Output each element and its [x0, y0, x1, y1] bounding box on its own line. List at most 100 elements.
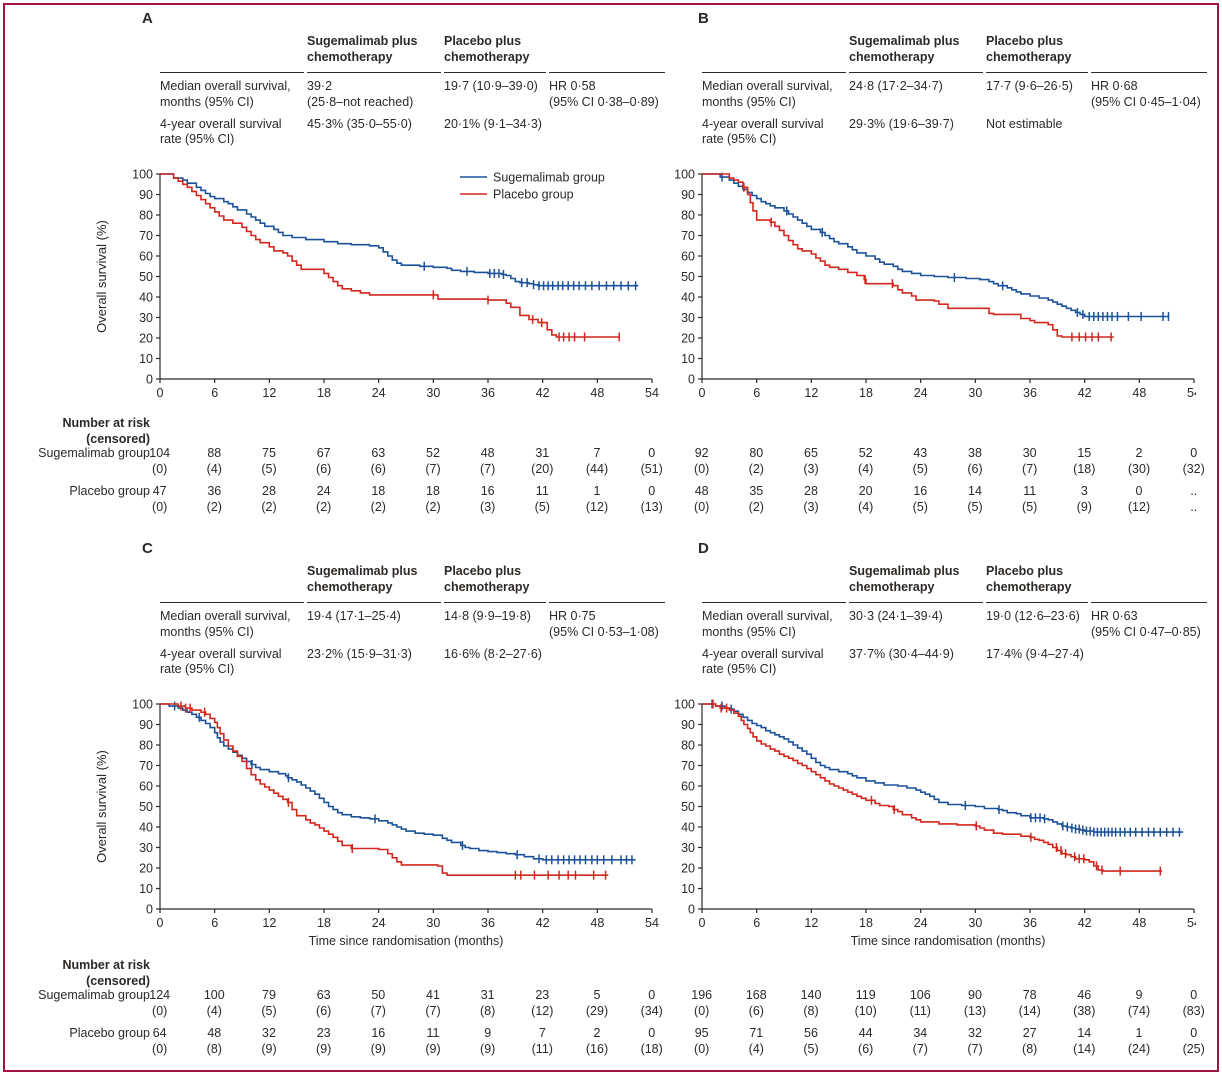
risk-censored-value: (6): [967, 462, 983, 476]
x-tick-label: 42: [536, 916, 550, 930]
y-tick-label: 80: [681, 738, 695, 752]
risk-group-label: Placebo group: [69, 484, 150, 498]
risk-at_risk-value: 0: [648, 988, 656, 1002]
risk-censored-value: (5): [803, 1042, 819, 1056]
stats-header-placebo: Placebo plus chemotherapy: [986, 564, 1088, 603]
stats-header-sugemalimab: Sugemalimab plus chemotherapy: [849, 34, 983, 73]
risk-at_risk-value: 28: [262, 484, 276, 498]
risk-at_risk-value: 106: [909, 988, 931, 1002]
risk-at_risk-value: 11: [1023, 484, 1037, 498]
risk-at_risk-value: 2: [1135, 446, 1143, 460]
x-tick-label: 54: [645, 386, 659, 400]
panel-row-top: A Sugemalimab plus chemotherapy Placebo …: [0, 6, 1222, 402]
risk-group-label: Placebo group: [69, 1026, 150, 1040]
x-tick-label: 42: [536, 386, 550, 400]
stats-header-placebo: Placebo plus chemotherapy: [444, 564, 546, 603]
risk-at_risk-value: 7: [593, 446, 601, 460]
risk-at_risk-value: 67: [316, 446, 331, 460]
median-sugemalimab-A: 39·2 (25·8–not reached): [307, 73, 441, 111]
risk-at_risk-value: 1: [593, 484, 601, 498]
stats-table-C: Sugemalimab plus chemotherapy Placebo pl…: [160, 564, 665, 678]
stats-table-A: Sugemalimab plus chemotherapy Placebo pl…: [160, 34, 665, 148]
risk-at_risk-value: 14: [1077, 1026, 1092, 1040]
stats-header-placebo: Placebo plus chemotherapy: [444, 34, 546, 73]
stat-line: (95% CI 0·38–0·89): [549, 94, 659, 109]
stats-row-label-median: Median overall survival, months (95% CI): [702, 79, 833, 109]
risk-at_risk-value: 5: [593, 988, 601, 1002]
risk-row-sugemalimab-censored: (0) (4) (5) (6) (7) (7) (8) (12) (29) (34) (0) (6) (…: [0, 1004, 1222, 1020]
risk-censored-value: (2): [748, 462, 764, 476]
y-tick-label: 40: [139, 820, 153, 834]
x-tick-label: 54: [645, 916, 659, 930]
stat-line: HR 0·63: [1091, 609, 1138, 623]
x-tick-label: 30: [426, 386, 440, 400]
x-tick-label: 42: [1078, 916, 1092, 930]
stat-line: 30·3 (24·1–39·4): [849, 609, 943, 623]
risk-censored-value: (34): [640, 1004, 663, 1018]
y-tick-label: 10: [681, 882, 695, 896]
stats-cell-empty: [1091, 111, 1207, 117]
risk-at_risk-value: 48: [207, 1026, 222, 1040]
risk-censored-value: (74): [1127, 1004, 1151, 1018]
risk-censored-value: (4): [206, 462, 222, 476]
risk-at_risk-value: 7: [538, 1026, 546, 1040]
hazard-ratio-B: HR 0·68 (95% CI 0·45–1·04): [1091, 73, 1207, 111]
y-tick-label: 10: [681, 352, 695, 366]
y-tick-label: 0: [688, 372, 695, 386]
risk-row-sugemalimab: Sugemalimab group 104 88 75 67 63 52 48 31 7 0 92 8…: [0, 446, 1222, 462]
panel-label-A: A: [142, 10, 153, 27]
risk-at_risk-value: 27: [1022, 1026, 1037, 1040]
risk-censored-value: (5): [261, 1004, 277, 1018]
survival-curve-red: [702, 173, 1114, 338]
risk-header-line1: Number at risk: [62, 958, 150, 972]
risk-censored-value: (5): [967, 500, 983, 514]
stats-header-spacer: [1091, 34, 1207, 73]
risk-at_risk-value: 41: [426, 988, 440, 1002]
risk-at_risk-value: 63: [316, 988, 331, 1002]
rate-sugemalimab-B: 29·3% (19·6–39·7): [849, 111, 983, 133]
risk-censored-value: (83): [1182, 1004, 1205, 1018]
risk-censored-value: (30): [1127, 462, 1151, 476]
risk-censored-value: (6): [370, 462, 386, 476]
risk-censored-value: (7): [967, 1042, 983, 1056]
legend-label: Sugemalimab group: [493, 170, 605, 184]
y-tick-label: 100: [674, 167, 695, 181]
panel-label-D: D: [698, 540, 709, 557]
risk-at_risk-value: 34: [913, 1026, 928, 1040]
risk-row-sugemalimab: Sugemalimab group 124 100 79 63 50 41 31 23 5 0 19…: [0, 988, 1222, 1004]
risk-row-placebo-censored: (0) (2) (2) (2) (2) (2) (3) (5) (12) (13) (0) (2) (3…: [0, 500, 1222, 516]
risk-censored-value: (11): [531, 1042, 553, 1056]
risk-censored-value: (9): [370, 1042, 386, 1056]
number-at-risk-section-bottom: Number at risk (censored) Sugemalimab gr…: [0, 952, 1222, 1064]
risk-censored-value: (16): [585, 1042, 609, 1056]
y-tick-label: 30: [139, 841, 153, 855]
risk-censored-value: (2): [316, 500, 332, 514]
risk-at_risk-value: 71: [749, 1026, 764, 1040]
risk-at_risk-value: 0: [1190, 446, 1198, 460]
risk-at_risk-value: 16: [913, 484, 928, 498]
risk-censored-value: (6): [748, 1004, 764, 1018]
risk-censored-value: (5): [1022, 500, 1038, 514]
survival-curve-red: [160, 703, 609, 876]
risk-at_risk-value: ..: [1190, 484, 1198, 498]
risk-at_risk-value: 31: [535, 446, 550, 460]
y-tick-label: 20: [139, 861, 153, 875]
x-tick-label: 48: [1132, 916, 1146, 930]
risk-censored-value: (7): [1022, 462, 1038, 476]
risk-censored-value: (12): [1127, 500, 1151, 514]
rate-sugemalimab-C: 23·2% (15·9–31·3): [307, 641, 441, 663]
risk-at_risk-value: 79: [262, 988, 276, 1002]
risk-censored-value: (13): [963, 1004, 987, 1018]
stat-line: 39·2: [307, 79, 333, 93]
survival-curve-blue: [160, 173, 639, 287]
y-tick-label: 0: [688, 902, 695, 916]
stats-header-spacer: [549, 564, 665, 603]
x-tick-label: 48: [590, 916, 604, 930]
y-tick-label: 10: [139, 882, 153, 896]
risk-at_risk-value: 47: [152, 484, 167, 498]
panel-B: B Sugemalimab plus chemotherapy Placebo …: [660, 6, 1207, 402]
median-sugemalimab-D: 30·3 (24·1–39·4): [849, 603, 983, 625]
y-tick-label: 40: [139, 290, 153, 304]
risk-censored-value: (12): [531, 1004, 554, 1018]
risk-at_risk-value: 48: [694, 484, 709, 498]
